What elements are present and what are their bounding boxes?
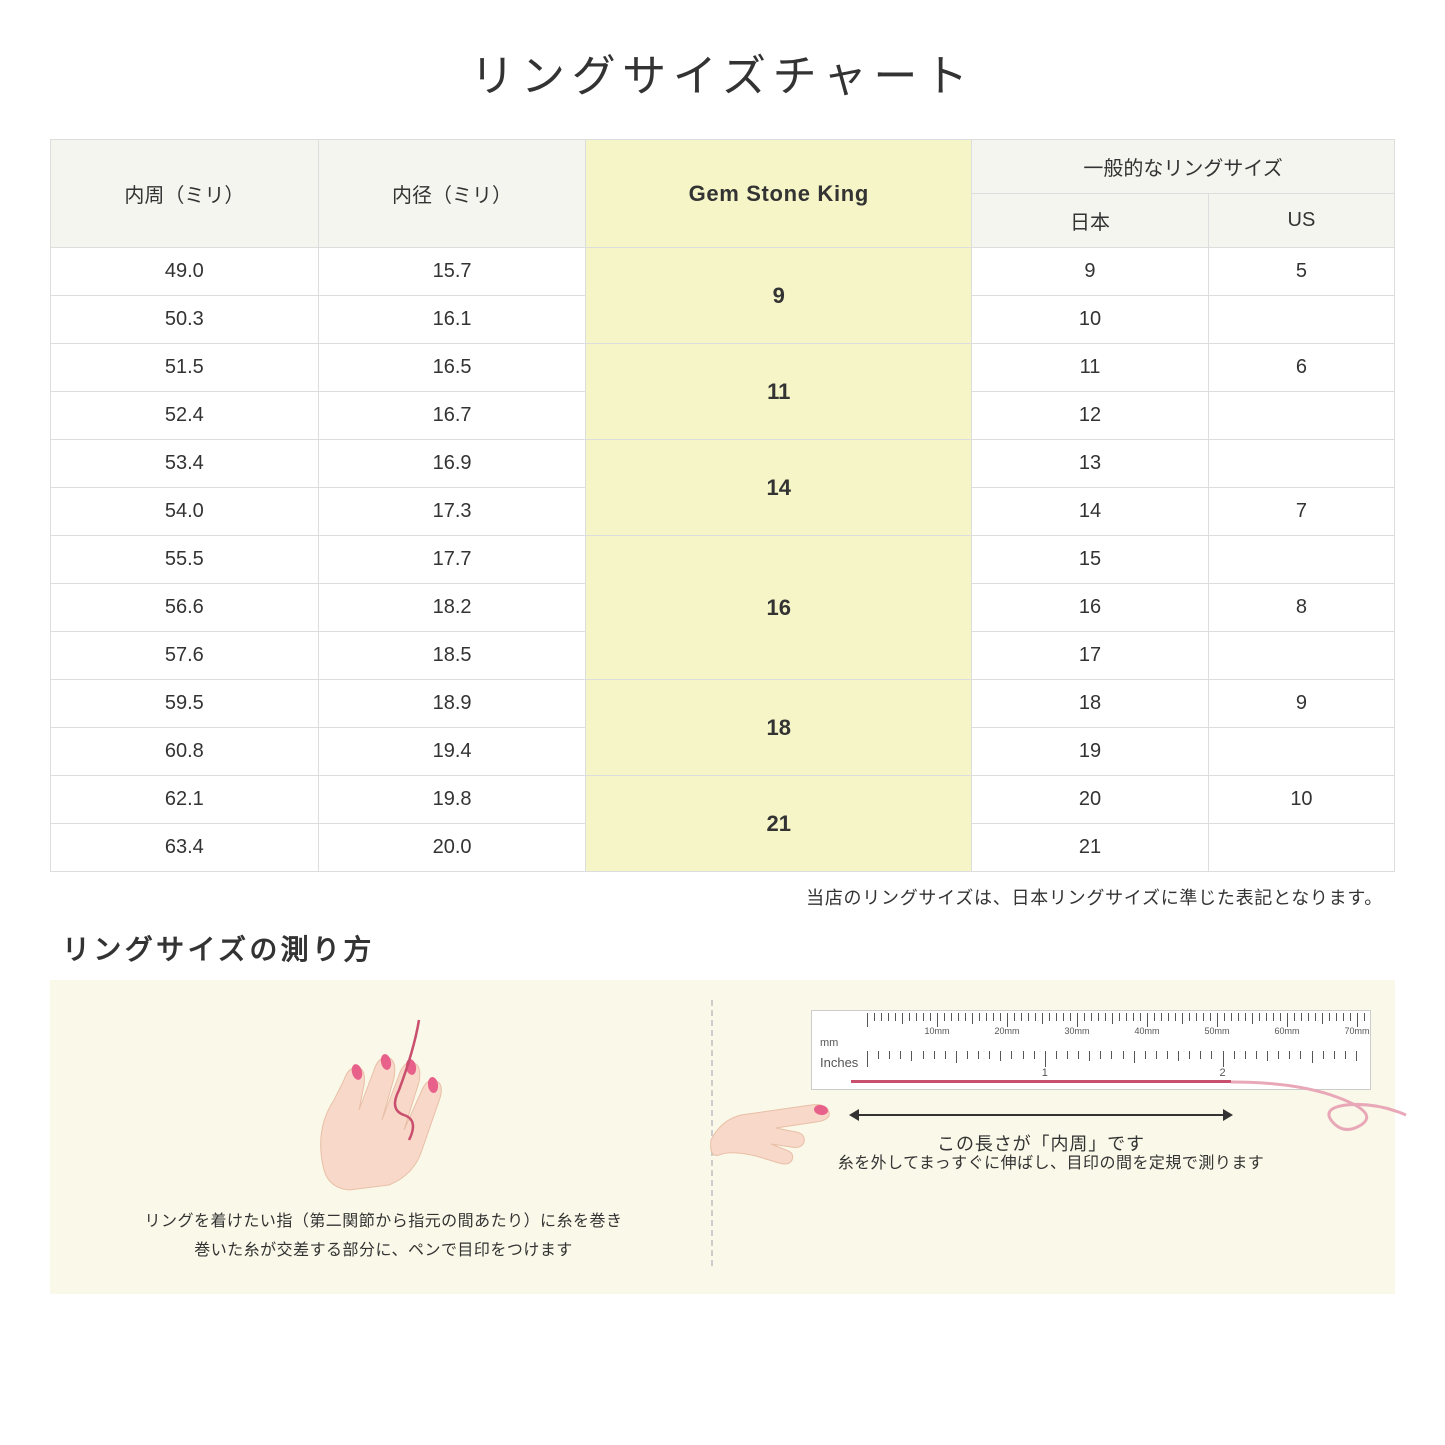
cell-circumference: 55.5 xyxy=(51,536,319,584)
ruler-mm-label: 50mm xyxy=(1204,1026,1229,1036)
cell-diameter: 16.5 xyxy=(318,344,586,392)
cell-circumference: 50.3 xyxy=(51,296,319,344)
cell-us xyxy=(1208,824,1394,872)
cell-diameter: 17.7 xyxy=(318,536,586,584)
cell-japan: 13 xyxy=(972,440,1209,488)
cell-japan: 10 xyxy=(972,296,1209,344)
cell-diameter: 18.9 xyxy=(318,680,586,728)
ruler-in-label: 2 xyxy=(1220,1067,1226,1079)
cell-us: 6 xyxy=(1208,344,1394,392)
cell-diameter: 16.9 xyxy=(318,440,586,488)
cell-circumference: 59.5 xyxy=(51,680,319,728)
cell-diameter: 17.3 xyxy=(318,488,586,536)
howto-step-1: リングを着けたい指（第二関節から指元の間あたり）に糸を巻き 巻いた糸が交差する部… xyxy=(74,1000,693,1266)
howto-step-2: mm Inches 10mm 20mm 30mm 40mm 50mm 60mm 70mm 1… xyxy=(731,1000,1371,1266)
cell-japan: 17 xyxy=(972,632,1209,680)
thread-line xyxy=(851,1080,1231,1083)
cell-diameter: 16.7 xyxy=(318,392,586,440)
cell-japan: 18 xyxy=(972,680,1209,728)
cell-diameter: 18.2 xyxy=(318,584,586,632)
ruler-mm-label: 70mm xyxy=(1344,1026,1369,1036)
cell-us xyxy=(1208,632,1394,680)
table-row: 62.119.8212010 xyxy=(51,776,1395,824)
cell-diameter: 20.0 xyxy=(318,824,586,872)
cell-japan: 16 xyxy=(972,584,1209,632)
cell-circumference: 62.1 xyxy=(51,776,319,824)
cell-circumference: 52.4 xyxy=(51,392,319,440)
table-row: 59.518.918189 xyxy=(51,680,1395,728)
cell-gsk: 11 xyxy=(586,344,972,440)
ruler-mm-label: 60mm xyxy=(1274,1026,1299,1036)
header-gsk: Gem Stone King xyxy=(586,140,972,248)
cell-us xyxy=(1208,728,1394,776)
howto-title: リングサイズの測り方 xyxy=(50,928,1395,968)
header-general: 一般的なリングサイズ xyxy=(972,140,1395,194)
header-japan: 日本 xyxy=(972,194,1209,248)
cell-diameter: 19.4 xyxy=(318,728,586,776)
ruler-mm-unit: mm xyxy=(820,1037,838,1049)
cell-japan: 11 xyxy=(972,344,1209,392)
cell-japan: 20 xyxy=(972,776,1209,824)
cell-diameter: 19.8 xyxy=(318,776,586,824)
cell-circumference: 63.4 xyxy=(51,824,319,872)
cell-gsk: 18 xyxy=(586,680,972,776)
howto-step-1-caption: リングを着けたい指（第二関節から指元の間あたり）に糸を巻き 巻いた糸が交差する部… xyxy=(74,1208,693,1266)
ruler-in-label: 1 xyxy=(1042,1067,1048,1079)
hand-wrap-icon xyxy=(184,1000,584,1200)
cell-japan: 19 xyxy=(972,728,1209,776)
cell-diameter: 16.1 xyxy=(318,296,586,344)
header-circumference: 内周（ミリ） xyxy=(51,140,319,248)
cell-circumference: 54.0 xyxy=(51,488,319,536)
cell-us: 8 xyxy=(1208,584,1394,632)
cell-circumference: 51.5 xyxy=(51,344,319,392)
table-row: 49.015.7995 xyxy=(51,248,1395,296)
cell-us xyxy=(1208,392,1394,440)
table-row: 51.516.511116 xyxy=(51,344,1395,392)
cell-japan: 9 xyxy=(972,248,1209,296)
cell-us: 10 xyxy=(1208,776,1394,824)
cell-gsk: 16 xyxy=(586,536,972,680)
cell-japan: 12 xyxy=(972,392,1209,440)
ruler-in-unit: Inches xyxy=(820,1055,858,1070)
cell-us: 9 xyxy=(1208,680,1394,728)
cell-circumference: 57.6 xyxy=(51,632,319,680)
header-us: US xyxy=(1208,194,1394,248)
ruler-diagram: mm Inches 10mm 20mm 30mm 40mm 50mm 60mm 70mm 1… xyxy=(731,1010,1371,1090)
cell-us xyxy=(1208,296,1394,344)
cell-japan: 21 xyxy=(972,824,1209,872)
cell-us xyxy=(1208,440,1394,488)
cell-gsk: 21 xyxy=(586,776,972,872)
cell-circumference: 53.4 xyxy=(51,440,319,488)
ruler-mm-label: 10mm xyxy=(924,1026,949,1036)
cell-gsk: 14 xyxy=(586,440,972,536)
footnote: 当店のリングサイズは、日本リングサイズに準じた表記となります。 xyxy=(50,884,1395,910)
length-label: この長さが「内周」です xyxy=(851,1130,1231,1156)
cell-japan: 14 xyxy=(972,488,1209,536)
table-row: 55.517.71615 xyxy=(51,536,1395,584)
ring-size-table: 内周（ミリ） 内径（ミリ） Gem Stone King 一般的なリングサイズ … xyxy=(50,139,1395,872)
cell-circumference: 60.8 xyxy=(51,728,319,776)
length-arrow xyxy=(851,1114,1231,1116)
cell-diameter: 15.7 xyxy=(318,248,586,296)
cell-us: 5 xyxy=(1208,248,1394,296)
thread-curl-icon xyxy=(1231,1070,1411,1140)
cell-japan: 15 xyxy=(972,536,1209,584)
header-diameter: 内径（ミリ） xyxy=(318,140,586,248)
cell-us: 7 xyxy=(1208,488,1394,536)
table-row: 53.416.91413 xyxy=(51,440,1395,488)
cell-diameter: 18.5 xyxy=(318,632,586,680)
ruler-mm-label: 30mm xyxy=(1064,1026,1089,1036)
cell-gsk: 9 xyxy=(586,248,972,344)
page-title: リングサイズチャート xyxy=(50,40,1395,104)
ruler-mm-label: 20mm xyxy=(994,1026,1019,1036)
cell-circumference: 49.0 xyxy=(51,248,319,296)
howto-panel: リングを着けたい指（第二関節から指元の間あたり）に糸を巻き 巻いた糸が交差する部… xyxy=(50,980,1395,1294)
ruler-mm-label: 40mm xyxy=(1134,1026,1159,1036)
cell-us xyxy=(1208,536,1394,584)
cell-circumference: 56.6 xyxy=(51,584,319,632)
